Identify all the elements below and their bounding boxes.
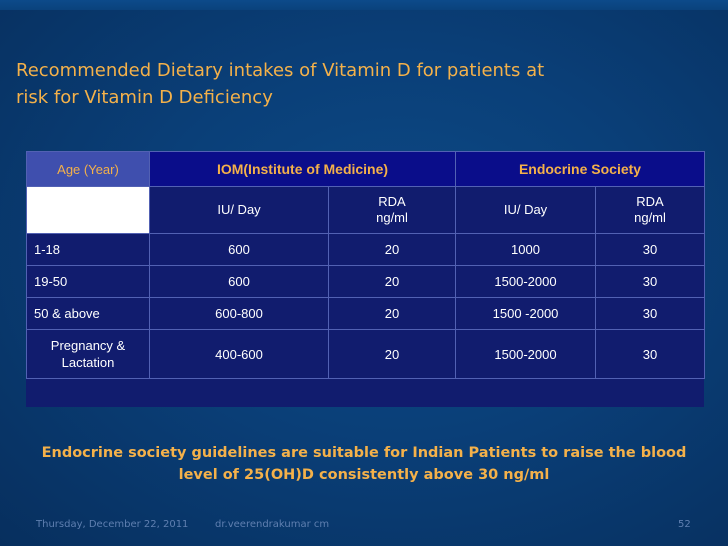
table-row: 50 & above 600-800 20 1500 -2000 30 [26,297,706,330]
subheader-endo-iu: IU/ Day [455,186,597,234]
blank-cell [26,186,150,234]
cell-endo-iu: 1500 -2000 [455,297,597,330]
cell-iom-iu: 600-800 [149,297,329,330]
table-row: 1-18 600 20 1000 30 [26,233,706,266]
subheader-iom-rda-line1: RDA [378,194,406,209]
cell-age: 19-50 [26,265,150,298]
header-iom: IOM(Institute of Medicine) [148,151,457,187]
cell-age-line2: Lactation [61,355,115,370]
table-row: Pregnancy & Lactation 400-600 20 1500-20… [26,329,706,379]
top-accent-bar [0,0,728,10]
slide-title: Recommended Dietary intakes of Vitamin D… [16,57,656,111]
table-header-row: Age (Year) IOM(Institute of Medicine) En… [26,151,706,187]
cell-age: 1-18 [26,233,150,266]
subheader-endo-rda-line1: RDA [636,194,664,209]
cell-endo-iu: 1000 [455,233,597,266]
cell-iom-rda: 20 [327,233,457,266]
cell-iom-iu: 600 [149,233,329,266]
subheader-iom-rda-line2: ng/ml [376,210,408,225]
cell-age: Pregnancy & Lactation [26,329,150,379]
header-endocrine: Endocrine Society [455,151,706,187]
cell-iom-rda: 20 [327,297,457,330]
cell-iom-iu: 600 [149,265,329,298]
subheader-iom-rda: RDA ng/ml [327,186,457,234]
footer-page-number: 52 [678,519,691,530]
cell-iom-iu: 400-600 [149,329,329,379]
subheader-iom-iu: IU/ Day [149,186,329,234]
cell-iom-rda: 20 [327,329,457,379]
table-subheader-row: IU/ Day RDA ng/ml IU/ Day RDA ng/ml [26,186,706,234]
cell-age: 50 & above [26,297,150,330]
header-age: Age (Year) [26,151,150,187]
cell-endo-iu: 1500-2000 [455,265,597,298]
cell-age-line1: Pregnancy & [50,338,126,353]
note-line-2: level of 25(OH)D consistently above 30 n… [178,467,550,483]
vitamin-d-table: Age (Year) IOM(Institute of Medicine) En… [26,151,706,407]
cell-iom-rda: 20 [327,265,457,298]
cell-endo-rda: 30 [595,265,706,298]
guideline-note: Endocrine society guidelines are suitabl… [24,442,704,486]
subheader-endo-rda: RDA ng/ml [595,186,706,234]
footer-date: Thursday, December 22, 2011 [36,519,189,530]
table-row: 19-50 600 20 1500-2000 30 [26,265,706,298]
subheader-endo-rda-line2: ng/ml [634,210,666,225]
note-line-1: Endocrine society guidelines are suitabl… [41,445,687,461]
cell-endo-rda: 30 [595,329,706,379]
cell-endo-iu: 1500-2000 [455,329,597,379]
cell-endo-rda: 30 [595,233,706,266]
title-line-2: risk for Vitamin D Deficiency [16,87,273,108]
footer-author: dr.veerendrakumar cm [215,519,330,530]
title-line-1: Recommended Dietary intakes of Vitamin D… [16,60,545,81]
cell-endo-rda: 30 [595,297,706,330]
